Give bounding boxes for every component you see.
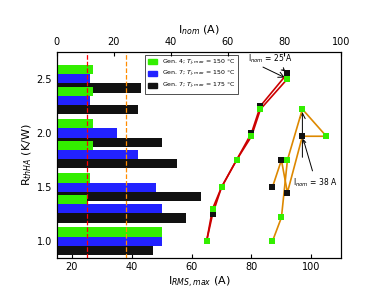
Bar	[57, 204, 162, 213]
Text: I$_{nom}$ = 25 A: I$_{nom}$ = 25 A	[248, 52, 294, 71]
Legend: Gen. 4; $T_{j,max}$ = 150 °C, Gen. 7; $T_{j,max}$ = 150 °C, Gen. 7; $T_{j,max}$ : Gen. 4; $T_{j,max}$ = 150 °C, Gen. 7; $T…	[145, 55, 238, 94]
Bar	[57, 195, 87, 204]
Bar	[57, 227, 162, 237]
Bar	[57, 237, 162, 246]
Bar	[57, 74, 90, 83]
Bar	[57, 150, 138, 159]
X-axis label: I$_{RMS,max}$ (A): I$_{RMS,max}$ (A)	[168, 275, 230, 290]
Text: I$_{nom}$ = 38 A: I$_{nom}$ = 38 A	[293, 140, 338, 189]
Bar	[57, 141, 93, 150]
Bar	[57, 246, 153, 255]
Bar	[57, 213, 186, 223]
Bar	[57, 65, 93, 74]
Bar	[57, 192, 201, 201]
Bar	[57, 128, 117, 138]
Y-axis label: R$_{thHA}$ (K/W): R$_{thHA}$ (K/W)	[20, 123, 34, 186]
Bar	[57, 119, 93, 128]
Bar	[57, 173, 90, 183]
Bar	[57, 105, 138, 114]
Bar	[57, 96, 90, 105]
Bar	[57, 183, 156, 192]
Bar	[57, 138, 162, 147]
Bar	[57, 159, 177, 168]
Bar	[57, 87, 93, 96]
Bar	[57, 83, 141, 93]
X-axis label: I$_{nom}$ (A): I$_{nom}$ (A)	[178, 23, 220, 37]
